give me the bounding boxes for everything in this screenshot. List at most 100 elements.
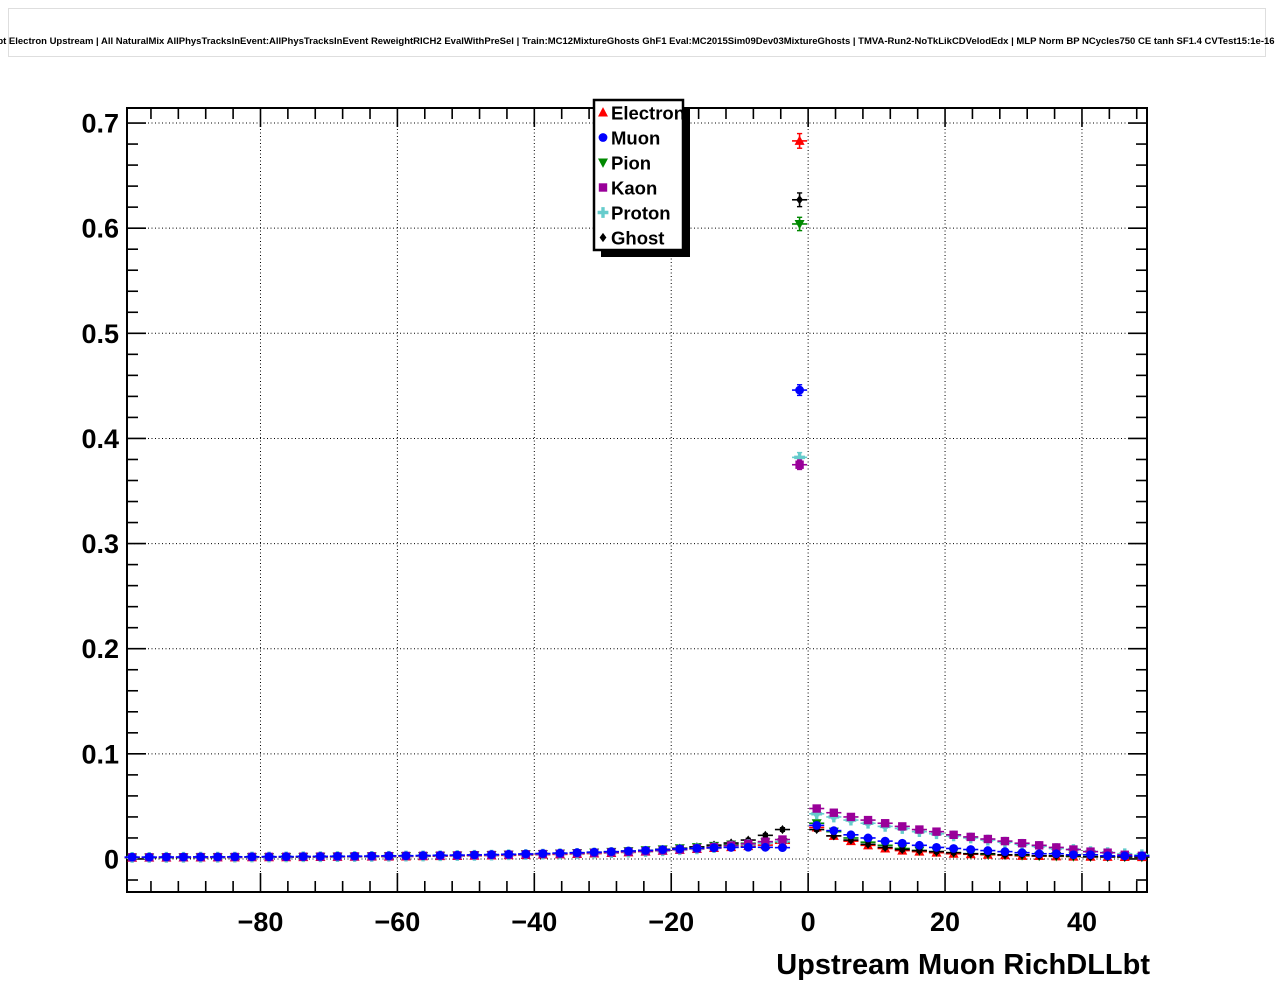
marker-muon <box>333 851 342 861</box>
marker-muon <box>675 844 685 854</box>
marker-muon <box>572 848 582 858</box>
y-tick-label: 0.3 <box>81 529 119 559</box>
marker-muon <box>1086 850 1095 860</box>
marker-kaon <box>983 834 993 844</box>
marker-muon <box>144 852 154 862</box>
y-axis-tick-labels: 0 0.1 0.2 0.3 0.4 0.5 0.6 0.7 <box>81 109 119 875</box>
x-axis-title: Upstream Muon RichDLLbt <box>776 949 1150 981</box>
triangle-down-legend-icon <box>598 158 608 168</box>
marker-proton <box>811 808 823 820</box>
marker-muon <box>298 852 308 861</box>
marker-muon <box>692 843 702 853</box>
marker-muon <box>521 849 531 859</box>
marker-muon <box>966 845 976 854</box>
marker-muon <box>401 851 411 861</box>
marker-muon <box>1051 849 1061 859</box>
series-kaon <box>124 459 1150 862</box>
y-tick-label: 0.1 <box>81 739 119 769</box>
marker-muon <box>709 843 719 853</box>
y-tick-label: 0.7 <box>81 109 119 139</box>
square-legend-icon <box>598 183 608 192</box>
marker-proton <box>828 811 840 823</box>
marker-muon <box>418 851 428 860</box>
marker-muon <box>230 852 240 862</box>
x-tick-label: −20 <box>648 907 694 937</box>
marker-muon <box>452 850 462 860</box>
legend-entry-proton: Proton <box>597 203 671 224</box>
legend-entry-pion: Pion <box>598 153 651 174</box>
marker-muon <box>196 852 205 862</box>
marker-muon <box>778 843 787 853</box>
legend-label: Muon <box>611 128 660 149</box>
marker-muon <box>264 852 274 862</box>
marker-kaon <box>795 460 804 469</box>
marker-ghost <box>881 842 889 853</box>
legend-label: Pion <box>611 153 651 174</box>
legend-entry-muon: Muon <box>598 128 660 149</box>
data-series <box>124 132 1150 863</box>
marker-kaon <box>880 819 890 828</box>
x-tick-label: 20 <box>930 907 960 937</box>
diamond-legend-icon <box>599 232 607 243</box>
legend-entry-ghost: Ghost <box>599 228 664 249</box>
marker-muon <box>795 385 804 395</box>
x-axis-tick-labels: −80 −60 −40 −20 0 20 40 <box>238 907 1097 937</box>
marker-muon <box>812 820 822 830</box>
marker-kaon <box>829 808 839 817</box>
y-tick-label: 0.4 <box>81 424 119 454</box>
marker-kaon <box>812 804 821 813</box>
marker-muon <box>880 836 890 846</box>
marker-muon <box>161 852 171 862</box>
series-muon <box>124 384 1150 862</box>
series-pion <box>124 216 1150 863</box>
circle-legend-icon <box>598 133 608 142</box>
marker-muon <box>641 845 650 855</box>
marker-muon <box>487 850 496 859</box>
title-pad: RichDLLbt Electron Upstream | All Natura… <box>0 8 1276 57</box>
y-tick-label: 0 <box>104 844 119 874</box>
marker-muon <box>624 846 633 856</box>
marker-muon <box>384 851 394 861</box>
marker-muon <box>743 842 753 852</box>
y-tick-label: 0.2 <box>81 634 119 664</box>
marker-kaon <box>1069 845 1078 854</box>
marker-kaon <box>1034 841 1044 850</box>
series-ghost <box>124 192 1150 863</box>
x-tick-label: −80 <box>238 907 284 937</box>
marker-kaon <box>949 830 958 840</box>
series-proton <box>124 451 1150 863</box>
marker-kaon <box>1000 836 1010 846</box>
marker-muon <box>914 840 924 850</box>
marker-muon <box>315 851 325 861</box>
axis-ticks <box>127 108 1147 892</box>
x-tick-label: −40 <box>511 907 557 937</box>
marker-muon <box>1137 851 1147 861</box>
marker-muon <box>760 842 770 852</box>
marker-muon <box>589 847 599 857</box>
marker-muon <box>504 849 514 859</box>
marker-proton <box>794 451 805 463</box>
marker-kaon <box>966 832 975 842</box>
marker-muon <box>247 852 257 862</box>
marker-kaon <box>1017 839 1027 848</box>
legend-label: Ghost <box>611 228 664 249</box>
marker-kaon <box>761 837 770 846</box>
marker-muon <box>606 847 616 857</box>
marker-ghost <box>796 195 803 205</box>
marker-muon <box>897 838 907 848</box>
x-tick-label: 0 <box>801 907 816 937</box>
marker-muon <box>538 849 548 858</box>
triangle-up-legend-icon <box>598 107 608 117</box>
marker-kaon <box>778 835 787 844</box>
marker-electron <box>794 135 805 145</box>
marker-muon <box>983 846 993 855</box>
marker-muon <box>932 843 941 852</box>
y-tick-label: 0.5 <box>81 319 119 349</box>
marker-kaon <box>915 825 924 834</box>
canvas-title: RichDLLbt Electron Upstream | All Natura… <box>0 36 1276 47</box>
marker-pion <box>794 219 805 230</box>
marker-muon <box>846 830 856 840</box>
marker-muon <box>350 851 360 861</box>
